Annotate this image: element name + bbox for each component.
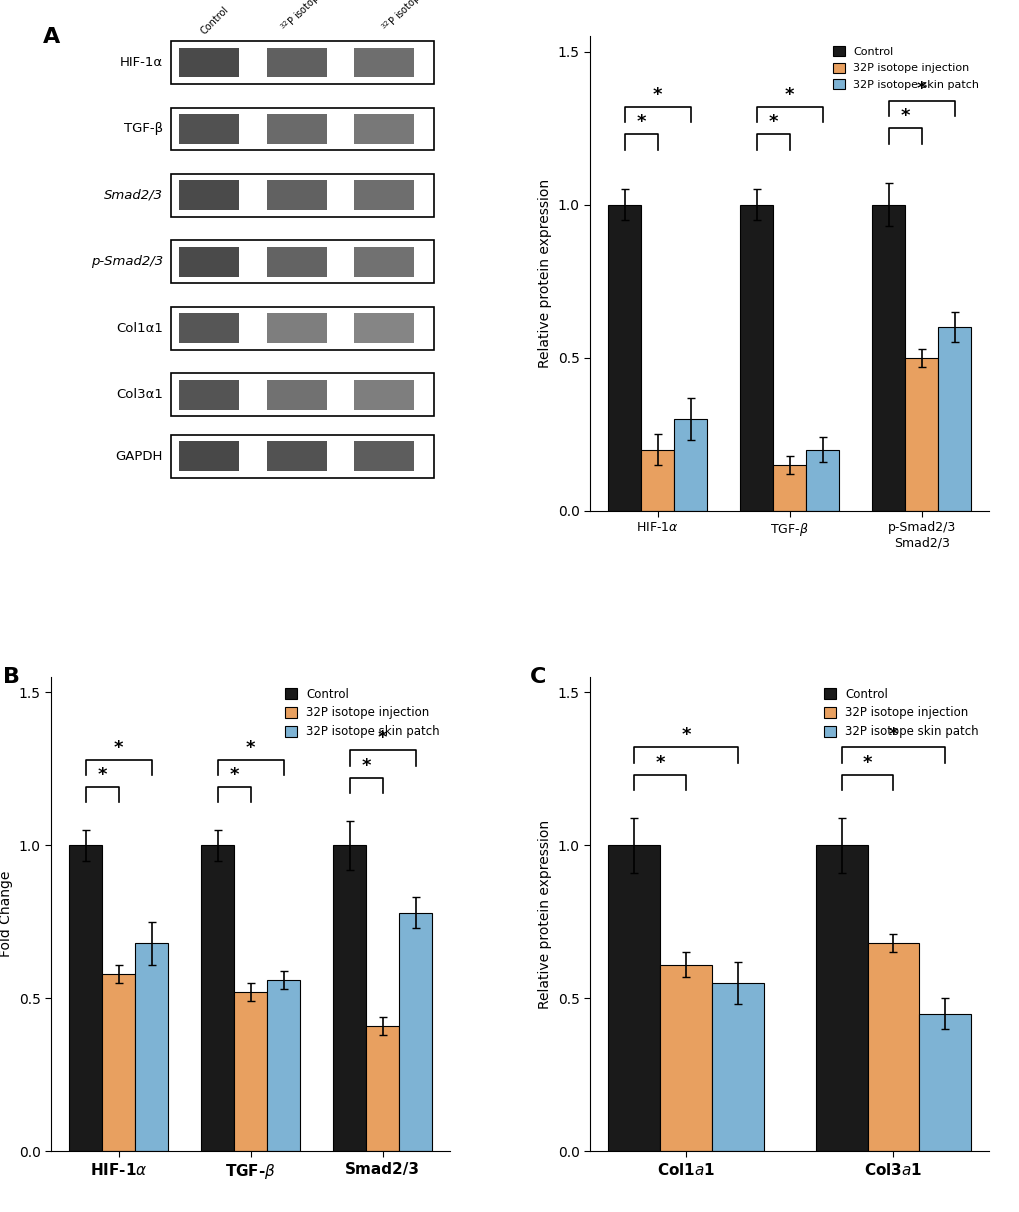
Bar bbox=[178, 181, 238, 210]
Bar bbox=[355, 47, 414, 78]
Bar bbox=[178, 441, 238, 471]
Text: *: * bbox=[97, 766, 107, 784]
Bar bbox=[266, 47, 326, 78]
Bar bbox=[355, 379, 414, 410]
Bar bbox=[398, 913, 432, 1151]
Text: TGF-β: TGF-β bbox=[123, 122, 163, 136]
Y-axis label: Relative protein expression: Relative protein expression bbox=[538, 179, 551, 368]
Text: *: * bbox=[888, 726, 898, 744]
Bar bbox=[366, 1025, 398, 1151]
Text: Col1α1: Col1α1 bbox=[116, 321, 163, 335]
Bar bbox=[170, 240, 434, 284]
Text: GAPDH: GAPDH bbox=[115, 450, 163, 463]
Bar bbox=[266, 114, 326, 144]
Text: B: B bbox=[3, 668, 20, 687]
Text: *: * bbox=[862, 754, 871, 772]
Legend: Control, 32P isotope injection, 32P isotope skin patch: Control, 32P isotope injection, 32P isot… bbox=[280, 682, 444, 743]
Text: $^{32}$P isotope skin patch: $^{32}$P isotope skin patch bbox=[378, 0, 466, 36]
Text: HIF-1α: HIF-1α bbox=[119, 56, 163, 69]
Bar bbox=[266, 181, 326, 210]
Bar bbox=[871, 205, 904, 510]
Bar bbox=[136, 943, 168, 1151]
Text: *: * bbox=[636, 113, 645, 131]
Bar bbox=[178, 47, 238, 78]
Text: $^{32}$P isotope injection: $^{32}$P isotope injection bbox=[277, 0, 359, 36]
Bar bbox=[607, 845, 659, 1151]
Text: A: A bbox=[43, 27, 60, 47]
Bar bbox=[867, 943, 918, 1151]
Bar bbox=[659, 965, 711, 1151]
Bar bbox=[102, 974, 136, 1151]
Legend: Control, 32P isotope injection, 32P isotope skin patch: Control, 32P isotope injection, 32P isot… bbox=[818, 682, 982, 743]
Legend: Control, 32P isotope injection, 32P isotope skin patch: Control, 32P isotope injection, 32P isot… bbox=[828, 42, 983, 95]
Text: *: * bbox=[229, 766, 238, 784]
Bar bbox=[355, 247, 414, 276]
Text: *: * bbox=[114, 738, 123, 756]
Bar bbox=[266, 379, 326, 410]
Bar bbox=[170, 108, 434, 150]
Text: Smad2/3: Smad2/3 bbox=[104, 189, 163, 202]
Text: *: * bbox=[785, 86, 794, 104]
Bar bbox=[641, 450, 674, 510]
Text: *: * bbox=[378, 730, 387, 748]
Bar bbox=[178, 313, 238, 343]
Y-axis label: Relative protein expression: Relative protein expression bbox=[538, 819, 551, 1008]
Bar bbox=[815, 845, 867, 1151]
Bar bbox=[772, 465, 805, 510]
Text: *: * bbox=[654, 754, 664, 772]
Bar bbox=[805, 450, 839, 510]
Bar bbox=[267, 981, 300, 1151]
Bar bbox=[355, 181, 414, 210]
Text: *: * bbox=[681, 726, 690, 744]
Bar bbox=[904, 358, 937, 510]
Text: *: * bbox=[361, 756, 371, 774]
Text: Col3α1: Col3α1 bbox=[116, 388, 163, 401]
Bar bbox=[266, 247, 326, 276]
Bar bbox=[170, 307, 434, 349]
Bar bbox=[170, 435, 434, 478]
Bar bbox=[355, 441, 414, 471]
Text: p-Smad2/3: p-Smad2/3 bbox=[91, 256, 163, 268]
Bar bbox=[170, 175, 434, 217]
Bar bbox=[937, 327, 970, 510]
Text: Control: Control bbox=[199, 5, 230, 36]
Text: *: * bbox=[767, 113, 777, 131]
Bar bbox=[170, 373, 434, 416]
Bar bbox=[178, 247, 238, 276]
Text: *: * bbox=[900, 107, 909, 125]
Bar bbox=[201, 845, 234, 1151]
Bar bbox=[355, 313, 414, 343]
Bar bbox=[170, 41, 434, 84]
Bar bbox=[740, 205, 772, 510]
Bar bbox=[355, 114, 414, 144]
Bar bbox=[711, 983, 763, 1151]
Bar bbox=[266, 441, 326, 471]
Bar bbox=[918, 1013, 970, 1151]
Bar bbox=[178, 114, 238, 144]
Bar bbox=[674, 419, 706, 510]
Text: *: * bbox=[652, 86, 661, 104]
Bar bbox=[266, 313, 326, 343]
Bar bbox=[607, 205, 641, 510]
Text: *: * bbox=[916, 80, 925, 98]
Bar bbox=[69, 845, 102, 1151]
Text: *: * bbox=[246, 738, 255, 756]
Text: C: C bbox=[530, 668, 546, 687]
Bar bbox=[178, 379, 238, 410]
Bar bbox=[234, 993, 267, 1151]
Y-axis label: Fold Change: Fold Change bbox=[0, 871, 13, 957]
Bar bbox=[333, 845, 366, 1151]
